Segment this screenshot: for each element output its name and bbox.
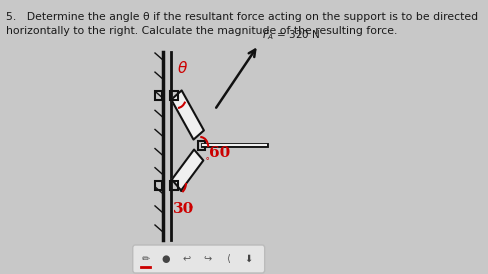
Bar bbox=[198, 141, 204, 150]
Text: 30: 30 bbox=[172, 202, 194, 216]
Bar bbox=[155, 181, 162, 190]
Text: $\theta$: $\theta$ bbox=[177, 60, 188, 76]
Text: 60: 60 bbox=[209, 146, 230, 160]
Bar bbox=[170, 90, 178, 99]
Text: $\circ$: $\circ$ bbox=[204, 153, 210, 162]
Text: ↪: ↪ bbox=[203, 254, 211, 264]
Text: ●: ● bbox=[162, 254, 170, 264]
Text: ✏: ✏ bbox=[142, 254, 149, 264]
Polygon shape bbox=[171, 90, 204, 139]
Text: ↩: ↩ bbox=[183, 254, 191, 264]
Bar bbox=[155, 90, 162, 99]
Polygon shape bbox=[172, 150, 203, 190]
FancyBboxPatch shape bbox=[133, 245, 264, 273]
Text: 5.   Determine the angle θ if the resultant force acting on the support is to be: 5. Determine the angle θ if the resultan… bbox=[6, 12, 478, 22]
Bar bbox=[170, 181, 178, 190]
Text: ⟨: ⟨ bbox=[226, 254, 230, 264]
Text: horizontally to the right. Calculate the magnitude of the resulting force.: horizontally to the right. Calculate the… bbox=[6, 26, 398, 36]
Text: $F_A$ = 320 N: $F_A$ = 320 N bbox=[262, 28, 321, 42]
Text: $\circ$: $\circ$ bbox=[187, 201, 193, 211]
Text: ⬇: ⬇ bbox=[244, 254, 253, 264]
